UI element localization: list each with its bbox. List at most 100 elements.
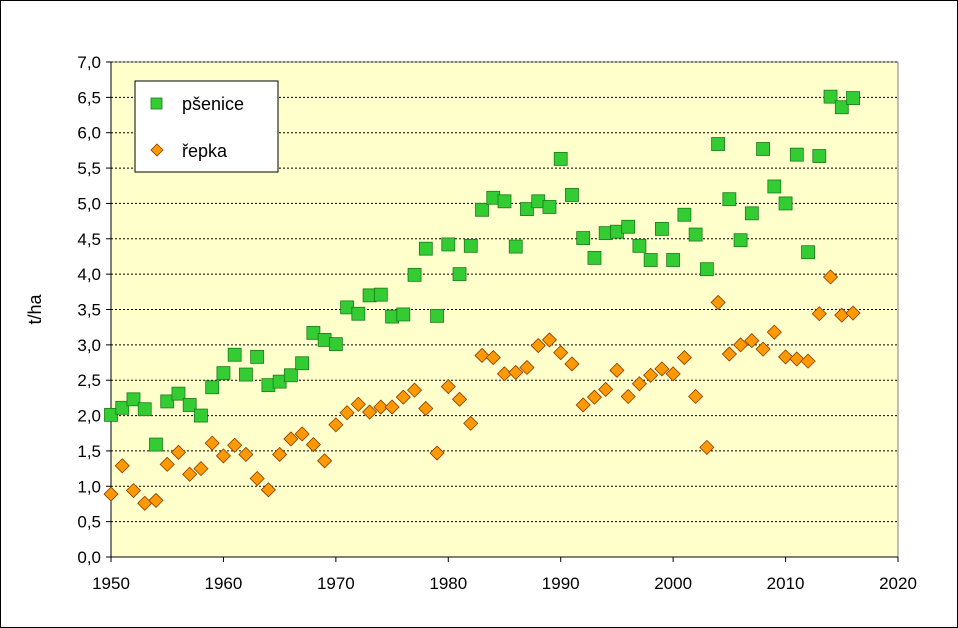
y-tick-label: 0,0 [77,548,101,567]
point-psenice [744,206,759,221]
point-psenice [542,200,557,214]
x-tick-label: 2010 [767,574,805,593]
point-repka [451,391,468,407]
x-tick-label: 2020 [879,574,917,593]
y-axis-title: t/ha [25,294,45,325]
point-psenice [227,347,242,362]
point-psenice [126,392,141,407]
point-repka [485,350,501,366]
point-repka [733,337,749,353]
y-tick-label: 7,0 [77,53,101,72]
point-psenice [396,307,411,322]
point-psenice [104,407,118,422]
y-tick-label: 2,5 [77,371,101,390]
point-psenice [216,366,231,381]
point-repka [283,431,299,447]
point-repka [317,453,333,469]
point-repka [688,388,704,405]
point-psenice [643,253,658,267]
point-psenice [688,227,703,242]
y-tick-label: 5,0 [77,194,101,213]
point-repka [575,397,591,413]
point-psenice [283,368,298,383]
point-repka [609,362,625,378]
point-repka [744,333,760,349]
point-psenice [722,192,737,207]
point-repka [406,382,423,398]
point-repka [294,426,310,442]
point-psenice [160,394,175,409]
point-repka [440,379,456,395]
point-psenice [194,408,208,423]
point-repka [362,404,378,420]
y-tick-label: 3,5 [77,301,101,320]
legend-label-psenice: pšenice [182,94,244,114]
point-psenice [430,308,444,323]
point-repka [676,350,692,366]
point-repka [811,306,827,322]
y-tick-label: 4,5 [77,230,101,249]
point-psenice [239,367,253,382]
y-tick-label: 5,5 [77,159,101,178]
point-psenice [565,188,579,202]
point-repka [125,482,142,499]
point-repka [665,366,681,382]
point-psenice [655,221,669,236]
point-repka [328,417,344,433]
point-repka [418,400,434,417]
point-repka [429,445,445,461]
point-repka [541,332,558,348]
x-axis-tick-labels: 1950 1960 1970 1980 1990 2000 2010 2020 [92,574,917,593]
point-psenice [520,202,534,216]
point-psenice [205,380,220,395]
x-tick-label: 1990 [542,574,580,593]
point-psenice [733,233,748,248]
point-repka [755,341,771,357]
point-psenice [576,231,591,245]
point-psenice [801,245,815,260]
point-psenice [846,91,860,105]
point-repka [373,399,389,415]
point-repka [463,415,479,431]
point-repka [249,470,265,487]
point-psenice [677,207,692,222]
point-repka [350,396,366,412]
point-psenice [621,219,636,234]
point-repka [103,486,119,502]
point-psenice [475,202,489,217]
point-psenice [452,267,467,282]
point-repka [170,444,187,460]
y-tick-label: 6,5 [77,88,101,107]
point-psenice [834,100,849,115]
point-psenice [756,142,770,156]
point-psenice [328,337,343,352]
point-repka [204,435,220,451]
legend-marker-repka-diamond-icon [150,143,164,157]
point-psenice [115,400,130,415]
point-repka [182,466,198,482]
point-repka [778,349,794,365]
point-repka [215,448,231,464]
y-tick-label: 1,5 [77,442,101,461]
point-psenice [497,194,512,209]
point-repka [564,356,580,372]
point-repka [260,482,276,498]
point-repka [598,381,614,397]
point-psenice [789,147,804,162]
point-repka [114,458,130,474]
point-repka [474,347,490,364]
point-psenice [149,437,163,452]
y-tick-label: 4,0 [77,265,101,284]
x-tick-label: 1980 [429,574,467,593]
y-tick-label: 2,0 [77,407,101,426]
point-repka [845,305,861,321]
point-repka [643,367,659,383]
point-psenice [171,386,186,401]
y-tick-label: 3,0 [77,336,101,355]
point-psenice [553,151,568,166]
point-psenice [295,356,310,371]
point-repka [339,405,355,421]
point-psenice [699,262,714,277]
point-repka [530,337,546,354]
